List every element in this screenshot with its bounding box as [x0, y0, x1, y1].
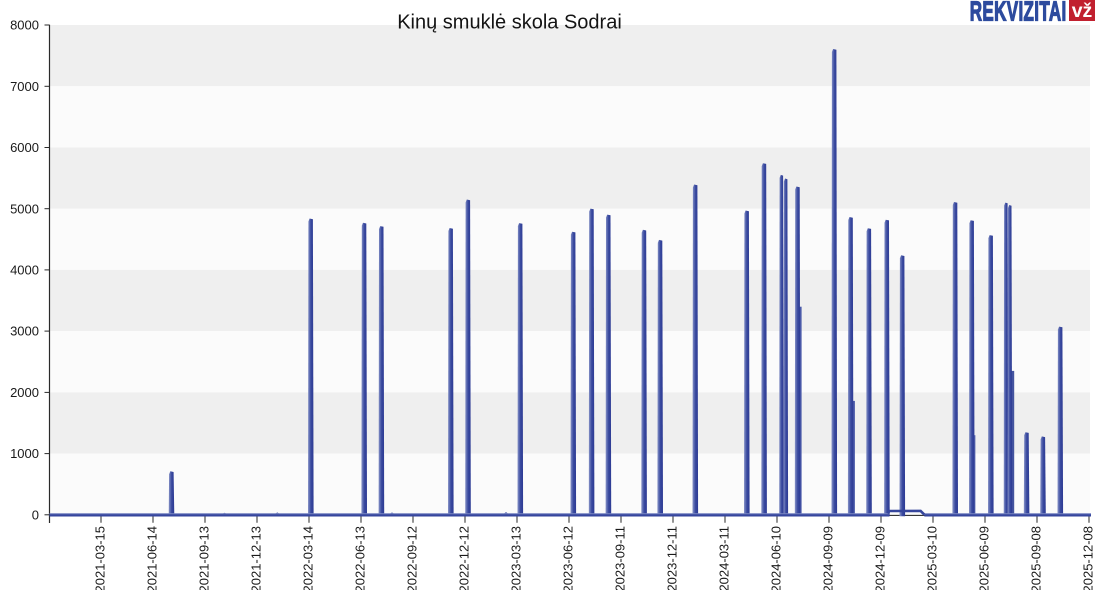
svg-text:vž: vž — [1072, 0, 1093, 22]
svg-text:2024-09-09: 2024-09-09 — [820, 526, 835, 590]
svg-text:2022-12-12: 2022-12-12 — [456, 526, 471, 590]
svg-text:2024-03-11: 2024-03-11 — [716, 526, 731, 590]
svg-text:3000: 3000 — [10, 324, 39, 339]
svg-text:2025-03-10: 2025-03-10 — [924, 526, 939, 590]
svg-text:6000: 6000 — [10, 140, 39, 155]
svg-text:7000: 7000 — [10, 79, 39, 94]
svg-text:2025-12-08: 2025-12-08 — [1080, 526, 1095, 590]
svg-text:2024-12-09: 2024-12-09 — [872, 526, 887, 590]
svg-text:1000: 1000 — [10, 446, 39, 461]
svg-text:REKVIZITAI: REKVIZITAI — [970, 0, 1067, 27]
svg-text:2023-09-11: 2023-09-11 — [612, 526, 627, 590]
svg-text:5000: 5000 — [10, 201, 39, 216]
svg-text:2021-09-13: 2021-09-13 — [196, 526, 211, 590]
svg-text:2021-03-15: 2021-03-15 — [92, 526, 107, 590]
svg-text:0: 0 — [32, 507, 39, 522]
svg-text:2000: 2000 — [10, 385, 39, 400]
svg-text:2023-06-12: 2023-06-12 — [560, 526, 575, 590]
svg-text:Kinų smuklė skola Sodrai: Kinų smuklė skola Sodrai — [397, 12, 622, 34]
svg-text:2025-09-08: 2025-09-08 — [1028, 526, 1043, 590]
svg-text:8000: 8000 — [10, 18, 39, 33]
svg-text:2021-06-14: 2021-06-14 — [144, 526, 159, 590]
svg-text:2024-06-10: 2024-06-10 — [768, 526, 783, 590]
svg-text:2025-06-09: 2025-06-09 — [976, 526, 991, 590]
svg-text:4000: 4000 — [10, 263, 39, 278]
svg-text:2023-12-11: 2023-12-11 — [664, 526, 679, 590]
svg-text:2022-09-12: 2022-09-12 — [404, 526, 419, 590]
svg-text:2021-12-13: 2021-12-13 — [248, 526, 263, 590]
svg-text:2022-03-14: 2022-03-14 — [300, 526, 315, 590]
svg-text:2022-06-13: 2022-06-13 — [352, 526, 367, 590]
svg-text:2023-03-13: 2023-03-13 — [508, 526, 523, 590]
